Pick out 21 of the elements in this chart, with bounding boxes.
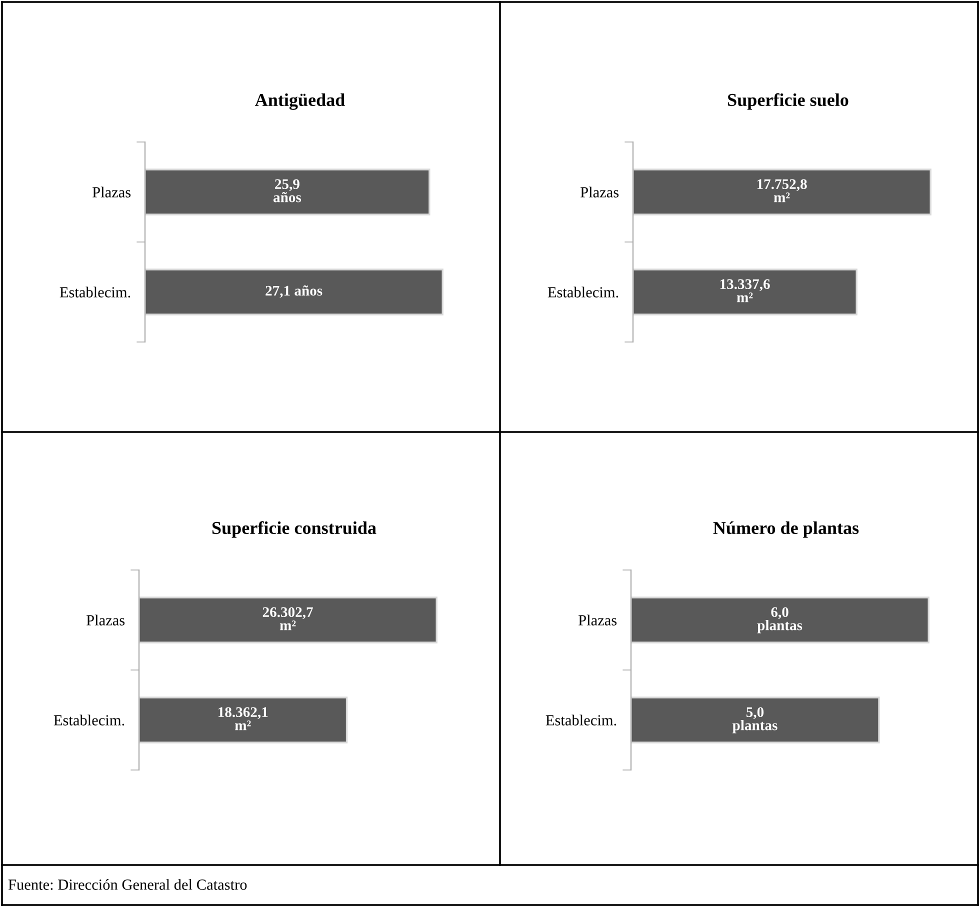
chart-title: Superficie suelo — [728, 93, 848, 110]
data-label: 27,1 años — [266, 285, 322, 298]
y-tick-label: Establecim. — [546, 714, 616, 726]
y-tick-label: Plazas — [86, 614, 125, 626]
chart-title: Antigüedad — [255, 93, 345, 110]
data-label: 26.302,7 m² — [262, 607, 313, 630]
data-label: 5,0 plantas — [732, 707, 778, 734]
data-label: 17.752,8 m² — [757, 179, 807, 202]
data-label: 25,9 años — [273, 179, 302, 202]
chart-title: Número de plantas — [713, 521, 859, 538]
y-tick-label: Establecim. — [548, 286, 618, 298]
source-note: Fuente: Dirección General del Catastro — [8, 879, 247, 890]
y-tick-label: Plazas — [92, 186, 131, 198]
data-label: 13.337,6 m² — [720, 279, 770, 302]
data-label: 18.362,1 m² — [218, 707, 268, 730]
y-tick-label: Plazas — [580, 186, 619, 198]
chart-title: Superficie construida — [212, 521, 376, 538]
data-label: 6,0 plantas — [757, 607, 802, 634]
y-tick-label: Establecim. — [60, 286, 130, 298]
y-tick-label: Plazas — [578, 614, 617, 626]
y-tick-label: Establecim. — [54, 714, 124, 726]
